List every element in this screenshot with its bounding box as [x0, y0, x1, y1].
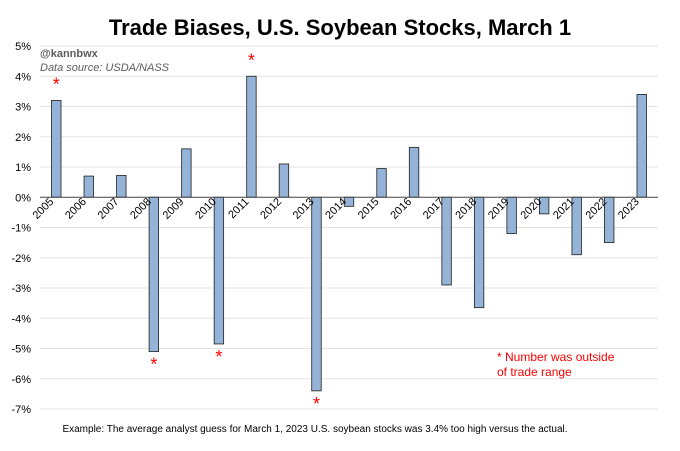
bar-2008	[148, 196, 159, 352]
x-tick-label: 2015	[356, 196, 382, 222]
y-tick-label: -5%	[11, 344, 31, 356]
x-tick-label: 2011	[226, 196, 251, 221]
y-tick-label: 5%	[15, 41, 31, 53]
y-tick-label: -6%	[11, 374, 31, 386]
outside-range-markers: * * * * *	[53, 50, 320, 414]
x-tick-label: 2009	[161, 196, 187, 222]
y-tick-label: -3%	[11, 283, 31, 295]
footnote: Example: The average analyst guess for M…	[62, 424, 567, 435]
x-tick-label: 2006	[63, 196, 89, 222]
outside-range-star: *	[248, 50, 255, 70]
y-tick-label: -7%	[11, 404, 31, 416]
outside-range-star: *	[150, 355, 157, 375]
gridlines	[40, 45, 658, 410]
bar-2016	[408, 146, 420, 198]
y-tick-label: -1%	[11, 223, 31, 235]
y-tick-label: -2%	[11, 253, 31, 265]
bar-2006	[83, 175, 94, 198]
bar-2015	[376, 168, 387, 198]
y-tick-label: 2%	[15, 132, 31, 144]
bar-2011	[246, 75, 257, 198]
chart-title: Trade Biases, U.S. Soybean Stocks, March…	[109, 15, 571, 40]
bar-2010	[213, 196, 225, 345]
bar-2012	[278, 163, 290, 198]
x-tick-label: 2012	[258, 196, 284, 222]
annotation-line-2: of trade range	[497, 365, 572, 379]
x-tick-label: 2023	[616, 196, 642, 222]
y-tick-label: 4%	[15, 71, 31, 83]
outside-range-star: *	[215, 347, 222, 367]
credit-label: @kannbwx	[40, 48, 99, 60]
y-axis-ticks: 5% 4% 3% 2% 1% 0% -1% -2% -3% -4% -5% -6% -7%	[11, 41, 31, 416]
outside-range-star: *	[53, 74, 60, 94]
y-tick-label: -4%	[11, 313, 31, 325]
x-axis-ticks: 2005 2006 2007 2008 2009 2010 2011 2012 2013 2014…	[31, 196, 642, 222]
bar-2013	[311, 196, 322, 392]
bar-2009	[181, 148, 192, 198]
y-tick-label: 1%	[15, 162, 31, 174]
y-tick-label: 3%	[15, 102, 31, 114]
outside-range-star: *	[313, 394, 320, 414]
bar-2005	[51, 100, 62, 198]
x-tick-label: 2007	[96, 196, 122, 222]
bar-2007	[116, 175, 127, 198]
y-tick-label: 0%	[15, 192, 31, 204]
x-tick-label: 2005	[31, 196, 57, 222]
bar-2017	[441, 196, 452, 286]
bar-2018	[473, 196, 485, 309]
x-tick-label: 2016	[388, 196, 414, 222]
bar-2023	[636, 94, 647, 198]
annotation-line-1: * Number was outside	[497, 350, 615, 364]
bars	[51, 75, 647, 392]
source-label: Data source: USDA/NASS	[40, 62, 170, 74]
